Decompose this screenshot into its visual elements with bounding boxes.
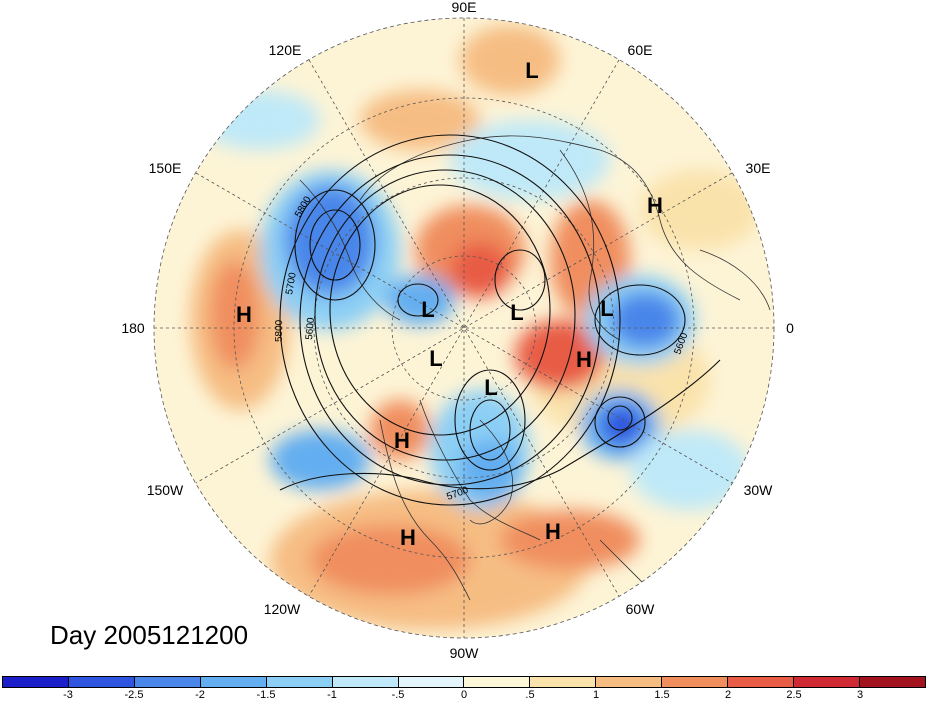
lon-label-30w: 30W bbox=[744, 482, 774, 498]
lon-label-150e: 150E bbox=[149, 160, 182, 176]
colorbar-tick-label: -.5 bbox=[391, 689, 405, 701]
lon-label-120w: 120W bbox=[264, 601, 301, 617]
colorbar-cell bbox=[398, 677, 465, 687]
system-marker: H bbox=[394, 428, 410, 453]
lon-label-90e: 90E bbox=[452, 0, 477, 15]
colorbar-cell bbox=[134, 677, 201, 687]
colorbar-tick-label: 2 bbox=[724, 689, 732, 701]
colorbar-tick-label: 2.5 bbox=[786, 689, 802, 701]
system-marker: L bbox=[429, 346, 442, 371]
system-marker: H bbox=[647, 193, 663, 218]
lon-label-120e: 120E bbox=[269, 42, 302, 58]
colorbar-cell bbox=[530, 677, 597, 687]
system-marker: H bbox=[576, 347, 592, 372]
graticule bbox=[153, 17, 775, 639]
colorbar-cell bbox=[794, 677, 860, 687]
colorbar-cell bbox=[728, 677, 795, 687]
colorbar-cell bbox=[859, 677, 925, 687]
system-marker: L bbox=[525, 58, 538, 83]
colorbar-tick-label: .5 bbox=[525, 689, 535, 701]
colorbar-cell bbox=[200, 677, 267, 687]
date-label: Day 2005121200 bbox=[50, 620, 249, 650]
colorbar bbox=[2, 676, 926, 688]
colorbar-tick-label: -2.5 bbox=[124, 689, 144, 701]
colorbar-tick-label: 1 bbox=[592, 689, 600, 701]
lon-label-90w: 90W bbox=[450, 645, 480, 661]
coastlines bbox=[299, 135, 771, 601]
colorbar-cell bbox=[464, 677, 531, 687]
system-marker: L bbox=[421, 297, 434, 322]
lon-label-150w: 150W bbox=[147, 482, 184, 498]
system-marker: L bbox=[484, 375, 497, 400]
lon-label-180: 180 bbox=[121, 320, 145, 336]
system-marker: H bbox=[236, 302, 252, 327]
colorbar-tick-label: -1 bbox=[327, 689, 337, 701]
lon-label-60w: 60W bbox=[626, 601, 656, 617]
contour-label-4: 5800 bbox=[274, 319, 285, 342]
contour-label-2: 5700 bbox=[284, 271, 299, 295]
contour-label-3: 5600 bbox=[304, 317, 317, 341]
colorbar-cell bbox=[68, 677, 135, 687]
system-marker: L bbox=[600, 296, 613, 321]
height-contours bbox=[279, 134, 721, 506]
colorbar-tick-label: 1.5 bbox=[654, 689, 670, 701]
colorbar-cell bbox=[662, 677, 729, 687]
lon-label-0: 0 bbox=[786, 320, 794, 336]
colorbar-tick-label: -3 bbox=[63, 689, 73, 701]
colorbar-tick-label: -2 bbox=[195, 689, 205, 701]
system-marker: H bbox=[545, 519, 561, 544]
colorbar-tick-label: -1.5 bbox=[256, 689, 276, 701]
colorbar-cell bbox=[3, 677, 69, 687]
colorbar-cell bbox=[266, 677, 333, 687]
colorbar-tick-label: 3 bbox=[856, 689, 864, 701]
lon-label-60e: 60E bbox=[628, 42, 653, 58]
colorbar-cell bbox=[596, 677, 663, 687]
colorbar-cell bbox=[332, 677, 399, 687]
lon-label-30e: 30E bbox=[746, 160, 771, 176]
system-marker: H bbox=[400, 525, 416, 550]
system-marker: L bbox=[510, 300, 523, 325]
colorbar-tick-label: 0 bbox=[460, 689, 468, 701]
